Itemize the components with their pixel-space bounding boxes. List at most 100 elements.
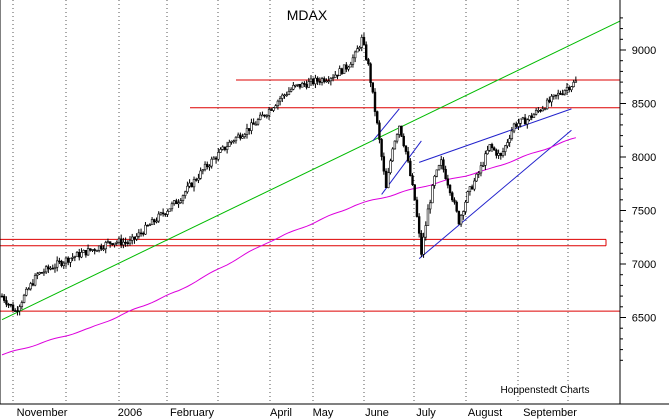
candle-body-138 [305,84,308,88]
candle-body-16 [36,273,39,276]
candle-body-224 [495,149,498,156]
candle-body-83 [183,191,187,196]
candle-body-15 [33,275,37,286]
candle-body-225 [497,152,500,156]
candle-body-87 [192,179,196,188]
candle-body-234 [517,123,520,127]
candle-body-7 [16,310,19,312]
candle-body-61 [135,236,138,240]
x-tick-label-0: November [17,407,68,419]
candle-body-162 [358,47,361,50]
candle-body-248 [548,99,551,103]
candle-body-213 [470,186,474,190]
candle-body-237 [523,117,527,125]
candle-body-259 [572,81,575,87]
candle-body-176 [389,160,392,173]
candle-body-246 [543,108,547,111]
candle-body-52 [115,241,118,244]
candle-body-11 [25,288,28,296]
candle-body-257 [568,87,571,91]
candle-body-128 [283,94,286,97]
candle-body-170 [376,111,379,124]
candle-body-211 [466,191,469,203]
candle-body-5 [11,304,15,311]
candle-body-88 [195,179,198,181]
candle-body-163 [360,37,363,48]
candle-body-85 [188,182,191,187]
candle-body-54 [119,238,123,246]
candle-body-4 [9,303,13,306]
candle-body-20 [44,266,48,273]
candle-body-36 [80,252,83,258]
candle-body-241 [532,113,536,118]
x-tick-label-5: June [365,407,389,419]
candle-body-43 [95,250,99,252]
candle-body-24 [53,266,57,269]
x-tick-label-7: August [468,407,502,419]
candle-body-2 [5,300,8,305]
candle-body-147 [325,80,328,83]
trend-lines [1,20,621,321]
candle-body-172 [380,139,383,157]
candle-body-203 [448,184,452,194]
candle-body-254 [561,93,564,96]
candle-body-45 [100,245,103,250]
plot-frame [0,0,669,405]
candle-body-159 [351,57,355,65]
candle-body-229 [506,142,509,147]
candle-body-110 [243,134,246,137]
y-tick-label-2: 7500 [632,206,656,218]
candle-body-182 [402,135,405,147]
candle-body-256 [565,87,569,91]
candle-body-18 [40,272,43,274]
candle-body-155 [342,64,346,74]
candles [0,33,578,316]
candle-body-193 [426,208,430,226]
x-axis-tick-labels: November 2006 February April May June July Augu… [17,407,578,419]
candle-body-250 [552,94,555,97]
candle-body-50 [111,243,114,245]
candle-body-21 [47,266,50,270]
candle-body-75 [166,210,169,215]
candle-body-35 [78,252,81,258]
candle-body-118 [261,114,264,117]
candle-body-164 [362,37,366,46]
candle-body-221 [488,144,491,151]
candle-body-31 [69,257,72,263]
candle-body-135 [298,83,302,88]
candle-body-189 [417,216,421,234]
candle-body-168 [371,82,374,93]
candle-body-120 [265,115,269,117]
candle-body-214 [473,180,476,190]
candle-body-153 [338,68,341,76]
candle-body-161 [356,48,359,53]
candle-body-152 [336,74,339,77]
y-axis-tick-labels: 6500 7000 7500 8000 8500 9000 [620,17,656,361]
candle-body-89 [197,177,200,181]
candle-body-67 [148,224,152,227]
candle-body-194 [428,202,432,210]
candle-body-157 [347,66,350,70]
candle-body-220 [486,150,489,155]
candle-body-166 [367,59,370,65]
candle-body-218 [481,165,485,167]
candle-body-251 [554,94,558,97]
candle-body-49 [108,241,112,244]
candle-body-8 [18,306,21,312]
candle-body-41 [91,249,94,251]
candle-body-192 [424,225,427,238]
candle-body-116 [256,119,260,125]
candle-body-235 [519,118,522,124]
candle-body-134 [296,83,299,86]
candle-body-95 [210,158,213,167]
candle-body-71 [157,213,160,222]
x-tick-label-6: July [416,407,436,419]
chart-title: MDAX [287,7,328,23]
candle-body-101 [223,146,227,150]
candle-body-23 [51,267,54,270]
candle-body-98 [217,152,220,160]
candle-body-72 [159,212,163,215]
candle-body-86 [190,182,194,188]
candle-body-175 [387,172,390,189]
